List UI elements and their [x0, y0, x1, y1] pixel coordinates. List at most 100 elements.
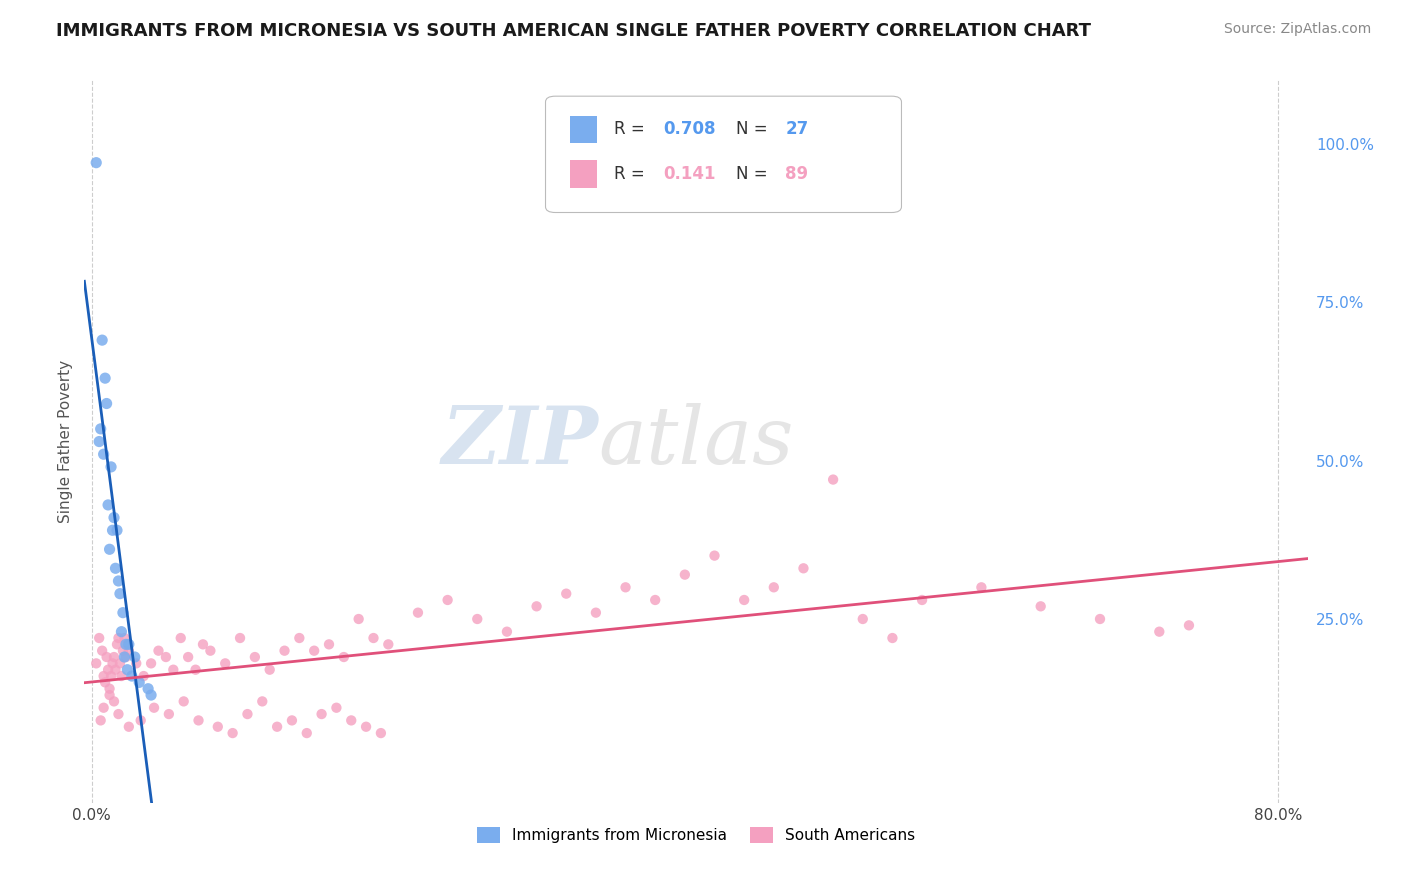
Point — [377, 637, 399, 651]
Bar — [569, 116, 598, 143]
Point — [177, 650, 200, 665]
Point — [281, 714, 304, 728]
Point — [1149, 624, 1171, 639]
Text: 0.708: 0.708 — [664, 120, 716, 138]
Point — [173, 694, 195, 708]
Point — [823, 473, 845, 487]
Point — [207, 720, 229, 734]
Bar — [569, 161, 598, 188]
Point — [792, 561, 814, 575]
Point — [104, 663, 127, 677]
Point — [436, 593, 458, 607]
Point — [100, 669, 122, 683]
Point — [112, 650, 135, 665]
Point — [115, 650, 138, 665]
Point — [89, 631, 111, 645]
Point — [200, 643, 222, 657]
Point — [91, 643, 114, 657]
Text: N =: N = — [737, 165, 773, 183]
Point — [107, 631, 129, 645]
Point — [295, 726, 318, 740]
Point — [340, 714, 363, 728]
Point — [585, 606, 607, 620]
Point — [98, 681, 121, 696]
Point — [155, 650, 177, 665]
Point — [148, 643, 170, 657]
Point — [103, 650, 125, 665]
Point — [273, 643, 295, 657]
Point — [104, 561, 127, 575]
Point — [110, 624, 132, 639]
Point — [333, 650, 356, 665]
Point — [288, 631, 311, 645]
Point — [90, 422, 112, 436]
Point — [96, 396, 118, 410]
Point — [110, 669, 132, 683]
Point — [136, 681, 159, 696]
Point — [132, 669, 155, 683]
Point — [162, 663, 184, 677]
Point — [266, 720, 288, 734]
Point — [112, 631, 135, 645]
Point — [118, 720, 141, 734]
Point — [325, 700, 347, 714]
Point — [101, 523, 124, 537]
Point — [105, 523, 128, 537]
Point — [117, 637, 139, 651]
Point — [221, 726, 243, 740]
Point — [465, 612, 488, 626]
Point — [252, 694, 274, 708]
Point — [229, 631, 252, 645]
Point — [139, 657, 162, 671]
Text: N =: N = — [737, 120, 773, 138]
Point — [93, 700, 115, 714]
Point — [1178, 618, 1201, 632]
Text: 27: 27 — [786, 120, 808, 138]
Point — [318, 637, 340, 651]
Point — [97, 498, 120, 512]
Point — [347, 612, 370, 626]
Text: 0.141: 0.141 — [664, 165, 716, 183]
Point — [115, 637, 138, 651]
Text: R =: R = — [614, 120, 650, 138]
Point — [673, 567, 696, 582]
Point — [184, 663, 207, 677]
Point — [94, 371, 117, 385]
Point — [93, 669, 115, 683]
Point — [98, 542, 121, 557]
Point — [703, 549, 725, 563]
Point — [125, 657, 148, 671]
Text: 89: 89 — [786, 165, 808, 183]
Point — [90, 714, 112, 728]
Point — [882, 631, 904, 645]
Point — [157, 707, 180, 722]
Point — [84, 657, 107, 671]
Text: Source: ZipAtlas.com: Source: ZipAtlas.com — [1223, 22, 1371, 37]
Point — [143, 700, 166, 714]
Point — [243, 650, 266, 665]
Point — [101, 657, 124, 671]
Point — [84, 155, 107, 169]
Point — [103, 694, 125, 708]
Point — [118, 637, 141, 651]
Point — [236, 707, 259, 722]
Point — [1088, 612, 1111, 626]
Point — [406, 606, 429, 620]
Text: IMMIGRANTS FROM MICRONESIA VS SOUTH AMERICAN SINGLE FATHER POVERTY CORRELATION C: IMMIGRANTS FROM MICRONESIA VS SOUTH AMER… — [56, 22, 1091, 40]
Point — [128, 675, 150, 690]
Text: ZIP: ZIP — [441, 403, 598, 480]
Point — [98, 688, 121, 702]
Point — [105, 637, 128, 651]
Point — [121, 669, 143, 683]
Point — [107, 707, 129, 722]
Point — [117, 663, 139, 677]
Point — [108, 587, 131, 601]
Point — [311, 707, 333, 722]
FancyBboxPatch shape — [546, 96, 901, 212]
Point — [139, 688, 162, 702]
Point — [733, 593, 755, 607]
Point — [762, 580, 785, 594]
Point — [97, 663, 120, 677]
Point — [370, 726, 392, 740]
Point — [118, 643, 141, 657]
